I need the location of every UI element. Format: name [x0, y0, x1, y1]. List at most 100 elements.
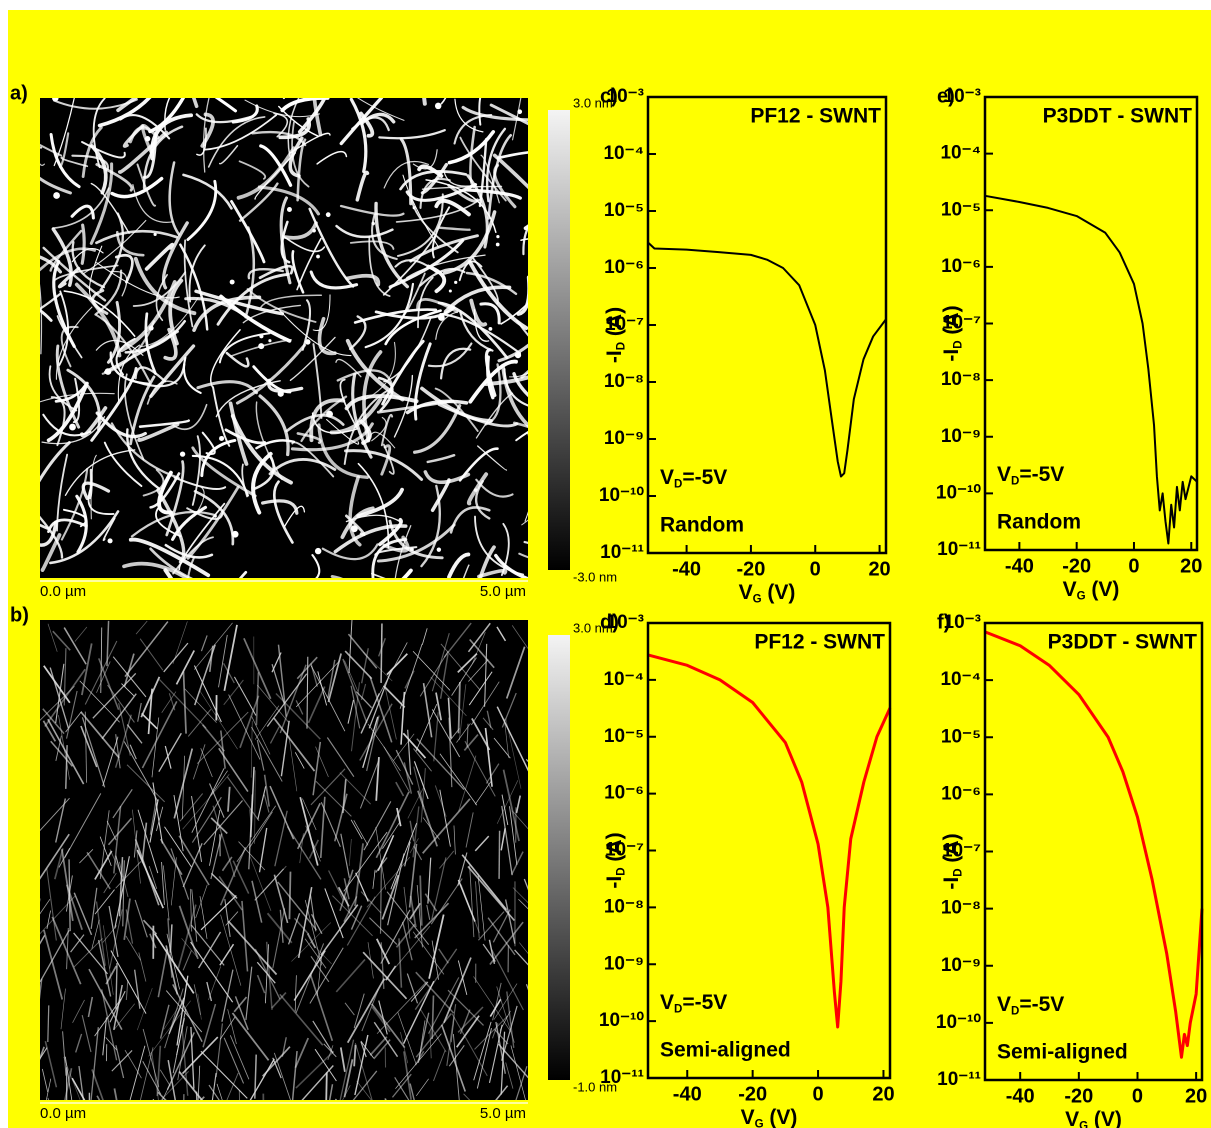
afm-strand	[461, 854, 508, 911]
afm-strand	[64, 793, 102, 858]
afm-strand	[144, 242, 175, 271]
afm-strand	[409, 234, 479, 263]
afm-strand	[287, 98, 300, 157]
afm-strand	[212, 386, 231, 447]
afm-strand	[384, 687, 397, 740]
afm-strand	[349, 98, 368, 174]
afm-strand	[324, 888, 344, 939]
afm-strand	[382, 822, 400, 849]
afm-strand	[169, 924, 173, 953]
afm-strand	[501, 363, 528, 428]
afm-strand	[125, 935, 142, 961]
afm-strand	[52, 630, 71, 651]
afm-strand	[485, 763, 500, 784]
afm-strand	[354, 1034, 369, 1096]
afm-strand	[159, 1069, 171, 1087]
afm-strand	[394, 1076, 410, 1100]
afm-strand	[151, 1052, 159, 1100]
afm-strand	[55, 735, 62, 761]
afm-strand	[60, 325, 79, 368]
afm-strand	[355, 170, 370, 202]
afm-strand	[87, 996, 94, 1018]
afm-strand	[419, 875, 423, 926]
afm-strand	[311, 412, 359, 434]
afm-strand	[483, 375, 528, 386]
afm-strand	[55, 306, 93, 380]
afm-strand	[148, 865, 158, 890]
afm-strand	[198, 931, 222, 969]
afm-strand	[479, 302, 501, 325]
afm-strand	[420, 484, 441, 568]
afm-strand	[478, 137, 488, 208]
scale-start: 0.0 µm	[40, 583, 86, 600]
y-axis-label-rest: (A)	[603, 832, 626, 867]
afm-dot	[495, 242, 500, 247]
y-tick-label: 10⁻¹¹	[600, 542, 644, 563]
afm-strand	[362, 350, 383, 443]
afm-strand	[425, 179, 497, 234]
afm-strand	[443, 622, 472, 658]
y-tick-label: 10⁻⁴	[940, 669, 981, 690]
afm-strand	[496, 986, 515, 1043]
afm-strand	[295, 1050, 335, 1089]
afm-strand	[371, 1006, 391, 1033]
afm-strand	[488, 1024, 503, 1083]
afm-strand	[42, 246, 107, 302]
afm-strand	[40, 392, 115, 403]
afm-strand	[182, 773, 230, 830]
afm-strand	[191, 98, 199, 109]
afm-strand	[327, 659, 336, 699]
afm-strand	[124, 1049, 142, 1079]
afm-strand	[495, 1085, 509, 1100]
afm-strand	[156, 488, 186, 564]
afm-strand	[497, 343, 528, 363]
x-axis-label: VG (V)	[1063, 578, 1120, 603]
afm-strand	[219, 943, 235, 966]
condition-main: V	[660, 466, 674, 489]
afm-strand	[101, 989, 118, 1061]
afm-strand	[200, 894, 237, 931]
afm-strand	[380, 414, 394, 447]
afm-strand	[170, 848, 190, 900]
afm-strand	[339, 378, 359, 430]
color-bar-min: -1.0 nm	[573, 1079, 617, 1094]
x-tick-label: 0	[1132, 1085, 1143, 1107]
afm-strand	[171, 505, 208, 541]
afm-strand	[114, 254, 134, 284]
afm-strand	[266, 673, 308, 727]
afm-strand	[122, 860, 125, 927]
afm-strand	[471, 681, 500, 726]
afm-strand	[417, 276, 434, 329]
afm-strand	[177, 904, 197, 969]
plot-frame	[646, 95, 888, 555]
afm-strand	[50, 740, 74, 767]
afm-strand	[435, 692, 443, 721]
afm-strand	[484, 727, 493, 787]
afm-strand	[278, 105, 320, 138]
afm-strand	[485, 127, 507, 203]
afm-strand	[380, 444, 392, 476]
x-axis-label-main: V	[741, 1106, 755, 1128]
afm-strand	[522, 225, 528, 256]
afm-strand	[200, 748, 213, 778]
afm-strand	[512, 887, 528, 904]
panel-label: a)	[10, 82, 28, 104]
y-tick-label: 10⁻⁴	[603, 669, 644, 690]
afm-strand	[309, 270, 359, 290]
afm-strand	[419, 650, 449, 697]
afm-strand	[480, 154, 500, 204]
color-bar-min: -3.0 nm	[573, 569, 617, 584]
afm-strand	[487, 917, 516, 956]
afm-strand	[312, 343, 323, 419]
afm-strand	[520, 369, 528, 379]
afm-strand	[468, 659, 489, 682]
afm-strand	[219, 847, 247, 906]
x-tick-label: -20	[1064, 1085, 1093, 1107]
x-axis-label-rest: (V)	[762, 581, 796, 604]
afm-dot	[436, 547, 442, 552]
afm-strand	[447, 183, 479, 203]
afm-strand	[122, 561, 190, 578]
afm-strand	[417, 1012, 430, 1061]
afm-strand	[353, 1044, 357, 1067]
afm-strand	[356, 487, 404, 518]
